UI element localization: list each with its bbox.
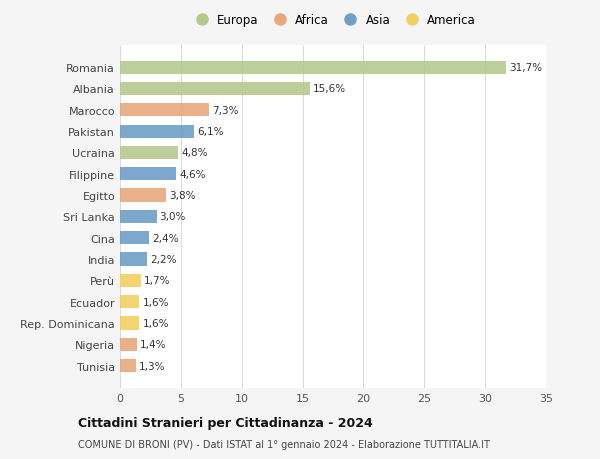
Text: 4,6%: 4,6% [179, 169, 206, 179]
Text: 2,4%: 2,4% [152, 233, 179, 243]
Bar [120, 317, 139, 330]
Bar [120, 168, 176, 181]
Text: 1,6%: 1,6% [143, 318, 169, 328]
Text: 1,3%: 1,3% [139, 361, 166, 371]
Bar [120, 295, 139, 308]
Text: 15,6%: 15,6% [313, 84, 346, 94]
Text: 3,0%: 3,0% [160, 212, 186, 222]
Text: 3,8%: 3,8% [169, 190, 196, 201]
Text: 4,8%: 4,8% [181, 148, 208, 158]
Text: 1,6%: 1,6% [143, 297, 169, 307]
Text: Cittadini Stranieri per Cittadinanza - 2024: Cittadini Stranieri per Cittadinanza - 2… [78, 416, 373, 429]
Bar [120, 253, 147, 266]
Bar [120, 189, 166, 202]
Bar [120, 359, 136, 372]
Text: 1,4%: 1,4% [140, 340, 167, 349]
Bar [120, 338, 137, 351]
Text: 31,7%: 31,7% [509, 63, 542, 73]
Bar [120, 62, 506, 75]
Bar [120, 125, 194, 139]
Bar [120, 210, 157, 224]
Bar [120, 274, 140, 287]
Text: COMUNE DI BRONI (PV) - Dati ISTAT al 1° gennaio 2024 - Elaborazione TUTTITALIA.I: COMUNE DI BRONI (PV) - Dati ISTAT al 1° … [78, 440, 490, 449]
Text: 2,2%: 2,2% [150, 254, 176, 264]
Text: 6,1%: 6,1% [197, 127, 224, 137]
Bar [120, 231, 149, 245]
Text: 7,3%: 7,3% [212, 106, 238, 116]
Bar [120, 83, 310, 96]
Legend: Europa, Africa, Asia, America: Europa, Africa, Asia, America [190, 14, 476, 27]
Bar [120, 104, 209, 117]
Text: 1,7%: 1,7% [144, 276, 170, 285]
Bar [120, 146, 178, 160]
